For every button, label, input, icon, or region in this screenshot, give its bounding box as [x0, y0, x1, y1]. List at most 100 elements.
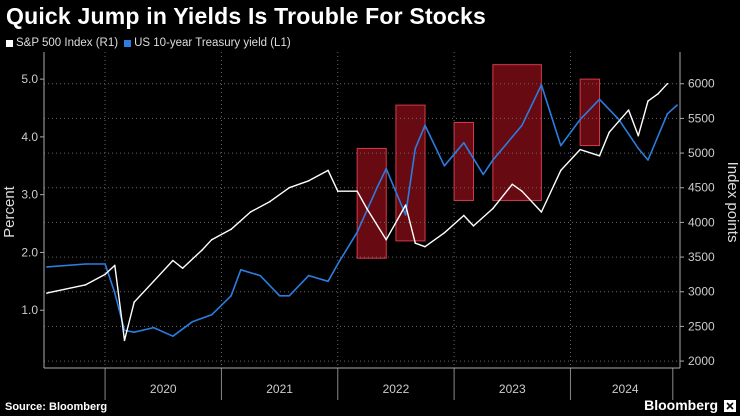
x-tick-label-2020: 2020 [150, 382, 177, 396]
legend-item-sp500: S&P 500 Index (R1) [6, 37, 118, 49]
yield-point [327, 280, 329, 283]
sp500-point [46, 292, 48, 294]
sp500-point [511, 183, 514, 186]
sp500-point [336, 190, 339, 192]
yield-point [172, 335, 174, 338]
sp500-point [540, 211, 543, 213]
x-tick-label-2023: 2023 [499, 382, 526, 396]
yield-point [666, 112, 669, 115]
sp500-point [84, 284, 87, 286]
legend: S&P 500 Index (R1) US 10-year Treasury y… [6, 37, 291, 49]
right-tick-label-3000: 3000 [688, 285, 715, 299]
sp500-point [598, 155, 601, 157]
sp500-point [288, 186, 291, 189]
sp500-point [443, 232, 446, 234]
yield-point [424, 124, 426, 127]
right-tick-label-2000: 2000 [688, 354, 715, 368]
sp500-point [385, 238, 388, 241]
sp500-point [230, 228, 232, 231]
sp500-point [181, 267, 184, 269]
yield-point [482, 173, 484, 176]
sp500-point [627, 109, 630, 111]
sp500-point [656, 93, 659, 95]
highlight-period-4 [579, 78, 601, 147]
sp500-point [210, 238, 213, 241]
yield-point [104, 263, 106, 265]
yield-point [123, 329, 126, 332]
bloomberg-mark-icon [724, 400, 736, 412]
sp500-point [521, 190, 523, 192]
sp500-point [201, 249, 203, 251]
x-tick-label-2021: 2021 [266, 382, 293, 396]
yield-point [618, 118, 620, 121]
left-tick-label-4.0: 4.0 [21, 130, 38, 144]
yield-point [113, 292, 116, 294]
yield-point [133, 331, 135, 333]
yield-point [511, 136, 514, 138]
yield-point [676, 104, 678, 106]
source-note: Source: Bloomberg [5, 401, 108, 413]
yield-point [559, 144, 562, 147]
yield-point [278, 294, 281, 297]
sp500-point [269, 200, 271, 203]
yield-point [443, 164, 446, 167]
x-tick-label-2024: 2024 [612, 382, 639, 396]
chart-title: Quick Jump in Yields Is Trouble For Stoc… [6, 3, 487, 29]
sp500-point [637, 134, 640, 137]
right-axis-title: Index points [724, 162, 740, 243]
yield-point [84, 263, 87, 265]
sp500-point [123, 339, 126, 342]
yield-point [307, 274, 310, 277]
sp500-point [172, 259, 174, 262]
yield-point [375, 188, 378, 190]
right-tick-label-5000: 5000 [688, 146, 715, 160]
legend-item-yield: US 10-year Treasury yield (L1) [124, 37, 291, 49]
legend-label-sp500: S&P 500 Index (R1) [16, 37, 119, 49]
left-tick-label-3.0: 3.0 [21, 188, 38, 202]
yield-point [336, 263, 339, 265]
yield-point [404, 214, 407, 216]
bloomberg-logo: Bloomberg [644, 397, 718, 413]
yield-point [191, 320, 194, 323]
sp500-point [424, 245, 426, 248]
sp500-point [462, 214, 465, 217]
yield-point [598, 98, 601, 101]
yield-point [540, 84, 543, 86]
left-axis-title: Percent [1, 185, 18, 238]
yield-point [46, 266, 48, 268]
sp500-point [666, 82, 669, 85]
highlight-period-0 [356, 147, 387, 259]
left-tick-label-2.0: 2.0 [21, 245, 38, 259]
sp500-point [608, 131, 611, 134]
sp500-point [647, 100, 649, 102]
yield-point [210, 314, 213, 316]
x-tick-label-2022: 2022 [383, 382, 410, 396]
yield-point [462, 141, 465, 144]
yield-point [579, 118, 581, 121]
legend-label-yield: US 10-year Treasury yield (L1) [134, 37, 291, 49]
sp500-point [414, 242, 417, 244]
sp500-point [104, 273, 106, 276]
series-line-sp500 [46, 83, 668, 341]
highlight-period-1 [395, 104, 426, 242]
legend-swatch-yield [124, 39, 132, 47]
yield-point [240, 268, 242, 271]
yield-point [356, 231, 358, 234]
left-tick-label-5.0: 5.0 [21, 72, 38, 86]
right-tick-label-5500: 5500 [688, 111, 715, 125]
sp500-point [249, 211, 252, 213]
sp500-point [152, 280, 155, 283]
sp500-point [492, 207, 494, 210]
sp500-point [559, 169, 562, 172]
sp500-point [113, 264, 116, 267]
sp500-point [579, 148, 581, 151]
right-tick-label-4500: 4500 [688, 181, 715, 195]
highlight-period-2 [453, 121, 474, 201]
sp500-point [366, 207, 368, 210]
yield-point [152, 326, 155, 329]
yield-point [288, 294, 291, 297]
left-tick-label-1.0: 1.0 [21, 303, 38, 317]
yield-point [414, 147, 417, 150]
sp500-point [472, 225, 475, 227]
